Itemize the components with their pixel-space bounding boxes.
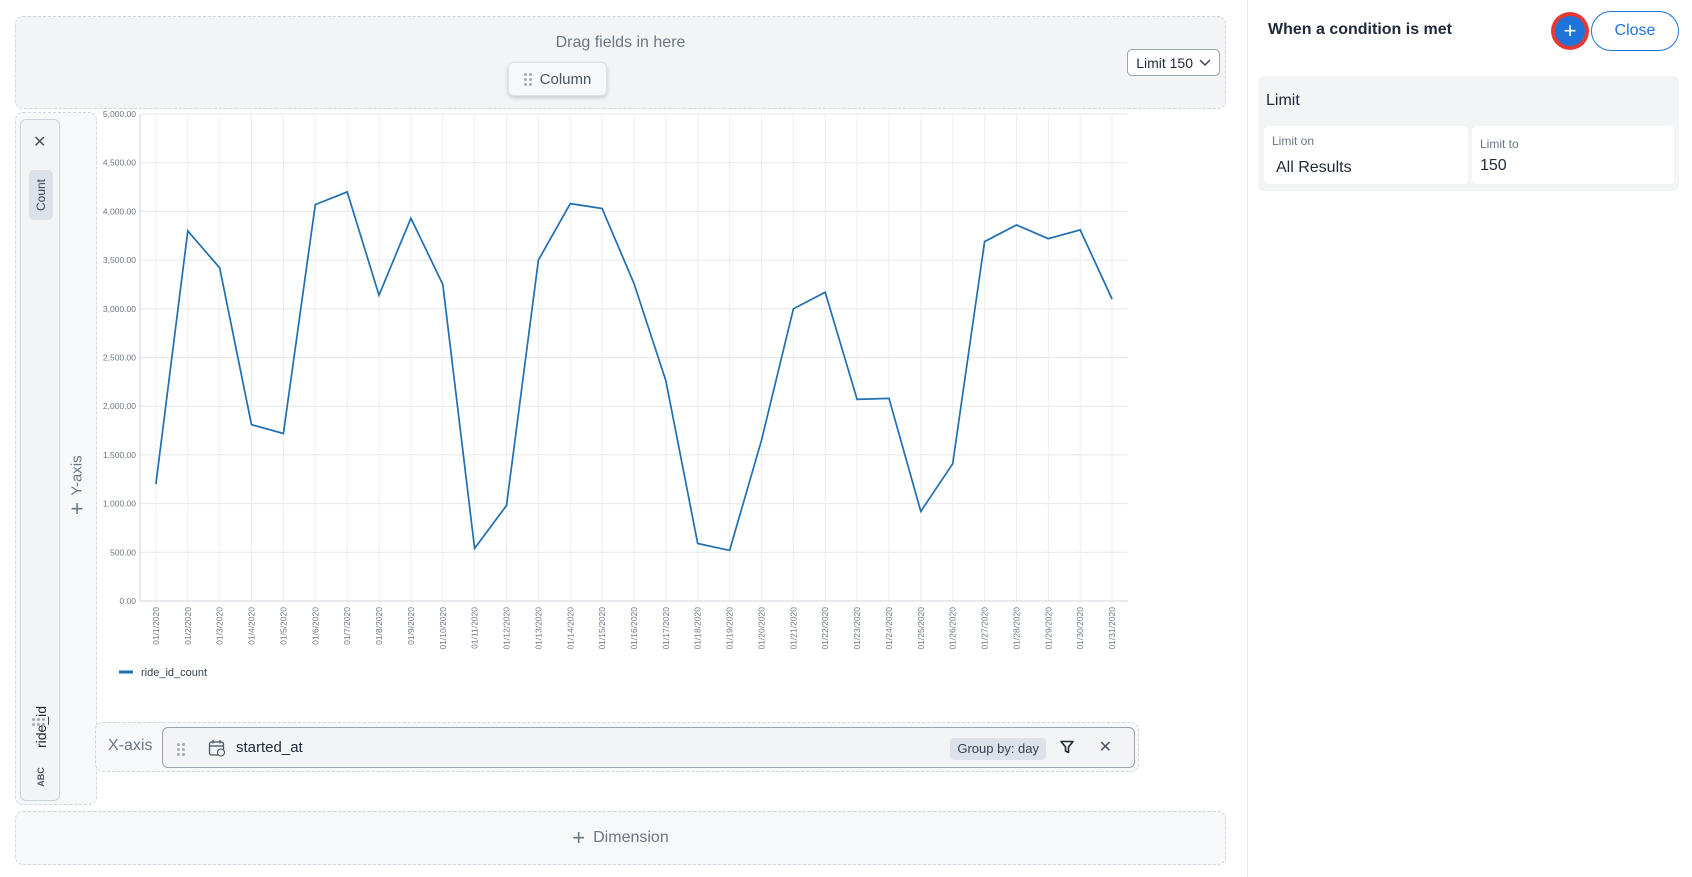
add-y-axis-button[interactable]: Y-axis +	[64, 393, 90, 593]
limit-section-title: Limit	[1266, 92, 1300, 109]
limit-on-field[interactable]: Limit on All Results	[1264, 126, 1468, 184]
y-tick-label: 1,000.00	[103, 499, 136, 509]
x-axis-label: X-axis	[108, 737, 153, 754]
x-tick-label: 01/19/2020	[725, 607, 735, 650]
x-tick-label: 01/12/2020	[502, 607, 512, 650]
x-tick-label: 01/2/2020	[183, 607, 193, 645]
plus-icon: +	[1555, 16, 1585, 46]
line-chart: 0.00 500.00 1,000.00 1,500.00 2,000.00 2,500.…	[95, 108, 1140, 693]
y-tick-label: 3,500.00	[103, 255, 136, 265]
x-tick-label: 01/29/2020	[1043, 607, 1053, 650]
y-tick-label: 500.00	[110, 547, 136, 557]
x-tick-label: 01/15/2020	[597, 607, 607, 650]
y-tick-label: 4,000.00	[103, 206, 136, 216]
x-tick-label: 01/1/2020	[151, 607, 161, 645]
x-tick-label: 01/31/2020	[1107, 607, 1117, 650]
x-tick-label: 01/9/2020	[406, 607, 416, 645]
y-tick-label: 4,500.00	[103, 158, 136, 168]
y-tick-label: 2,500.00	[103, 353, 136, 363]
x-field-name: started_at	[236, 739, 303, 756]
x-tick-label: 01/23/2020	[852, 607, 862, 650]
y-tick-label: 1,500.00	[103, 450, 136, 460]
column-chip-label: Column	[539, 70, 592, 88]
limit-section: Limit Limit on All Results Limit to 150	[1258, 76, 1679, 191]
x-tick-label: 01/8/2020	[374, 607, 384, 645]
aggregation-chip[interactable]: Count	[29, 170, 53, 220]
x-tick-label: 01/25/2020	[916, 607, 926, 650]
text-type-icon: ABC	[29, 766, 53, 788]
x-tick-label: 01/14/2020	[565, 607, 575, 650]
drag-handle-icon	[523, 72, 532, 86]
x-tick-label: 01/21/2020	[788, 607, 798, 650]
x-tick-label: 01/7/2020	[342, 607, 352, 645]
aggregation-label: Count	[34, 178, 48, 212]
x-tick-label: 01/11/2020	[470, 607, 480, 649]
add-condition-button[interactable]: +	[1551, 12, 1589, 50]
limit-dropdown[interactable]: Limit 150	[1127, 49, 1220, 76]
limit-to-value: 150	[1480, 157, 1507, 174]
group-by-chip[interactable]: Group by: day	[950, 738, 1046, 760]
limit-on-label: Limit on	[1272, 134, 1315, 148]
limit-on-value: All Results	[1276, 159, 1352, 176]
column-drop-zone[interactable]: Drag fields in here Column Limit 150	[15, 16, 1226, 109]
filter-icon[interactable]	[1060, 740, 1074, 754]
x-tick-label: 01/16/2020	[629, 607, 639, 650]
calendar-icon	[208, 740, 226, 757]
x-tick-label: 01/24/2020	[884, 607, 894, 650]
chevron-down-icon	[1199, 59, 1211, 66]
x-tick-label: 01/26/2020	[948, 607, 958, 650]
y-card-grip[interactable]	[32, 718, 45, 726]
drop-hint: Drag fields in here	[555, 34, 686, 51]
y-tick-label: 2,000.00	[103, 401, 136, 411]
column-chip[interactable]: Column	[508, 62, 607, 96]
x-tick-label: 01/27/2020	[980, 607, 990, 650]
x-tick-label: 01/17/2020	[661, 607, 671, 650]
panel-title: When a condition is met	[1268, 21, 1453, 38]
type-label: ABC	[36, 767, 46, 787]
y-tick-label: 5,000.00	[103, 109, 136, 119]
y-axis-label: Y-axis	[68, 454, 86, 496]
legend-label: ride_id_count	[141, 667, 207, 679]
y-field-name: ride_id	[29, 692, 53, 762]
limit-dropdown-label: Limit 150	[1136, 54, 1193, 71]
dimension-label: Dimension	[593, 829, 669, 846]
limit-to-label: Limit to	[1480, 137, 1519, 151]
x-tick-label: 01/30/2020	[1075, 607, 1085, 650]
x-axis-row: X-axis started_at Group by: day ✕	[95, 722, 1139, 772]
x-tick-label: 01/3/2020	[215, 607, 225, 645]
y-tick-label: 3,000.00	[103, 304, 136, 314]
y-field-label: ride_id	[33, 705, 49, 749]
y-field-card[interactable]: ✕ Count ride_id ABC	[20, 119, 60, 801]
remove-x-field-icon[interactable]: ✕	[1098, 739, 1112, 756]
series-line	[155, 190, 1113, 552]
x-tick-label: 01/10/2020	[438, 607, 448, 650]
plus-icon: +	[572, 825, 586, 850]
limit-to-field[interactable]: Limit to 150	[1472, 126, 1674, 184]
x-tick-label: 01/4/2020	[247, 607, 257, 645]
drag-handle-icon[interactable]	[177, 743, 185, 756]
panel-divider	[1247, 0, 1248, 877]
x-tick-label: 01/20/2020	[756, 607, 766, 650]
x-tick-label: 01/13/2020	[533, 607, 543, 650]
y-tick-label: 0.00	[119, 596, 136, 606]
close-button[interactable]: Close	[1591, 11, 1679, 51]
x-tick-label: 01/5/2020	[278, 607, 288, 645]
x-tick-label: 01/22/2020	[820, 607, 830, 650]
x-field-card[interactable]: started_at Group by: day ✕	[162, 727, 1135, 768]
x-tick-label: 01/18/2020	[693, 607, 703, 650]
add-dimension-button[interactable]: + Dimension	[15, 811, 1226, 865]
x-tick-label: 01/28/2020	[1011, 607, 1021, 650]
y-axis-panel: ✕ Count ride_id ABC Y-axis +	[15, 112, 97, 805]
x-tick-label: 01/6/2020	[310, 607, 320, 645]
chart-svg: 0.00 500.00 1,000.00 1,500.00 2,000.00 2,500.…	[103, 109, 1128, 679]
remove-y-field-icon[interactable]: ✕	[33, 134, 47, 151]
plus-icon: +	[70, 495, 84, 521]
